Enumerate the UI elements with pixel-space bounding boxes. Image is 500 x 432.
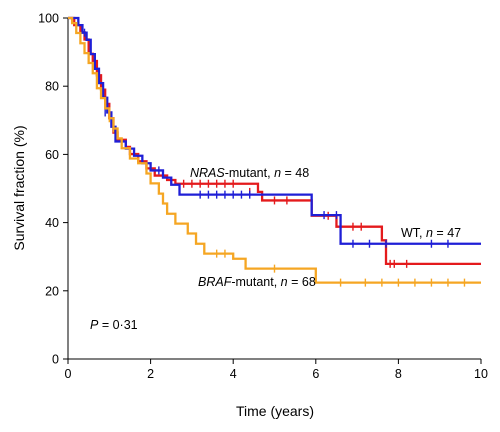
x-tick-label-10: 10	[474, 367, 488, 381]
series-braf	[68, 16, 481, 287]
series-wt	[68, 16, 481, 248]
wt-label: WT, n = 47	[401, 226, 461, 240]
x-tick-label-0: 0	[65, 367, 72, 381]
y-tick-label-80: 80	[45, 80, 59, 94]
p-value-label: P = 0·31	[90, 318, 138, 332]
x-tick-label-8: 8	[395, 367, 402, 381]
y-tick-label-40: 40	[45, 216, 59, 230]
axes	[67, 18, 481, 360]
x-axis-title: Time (years)	[236, 403, 314, 419]
y-tick-label-100: 100	[38, 12, 59, 26]
series-layer	[68, 16, 481, 287]
y-tick-label-20: 20	[45, 284, 59, 298]
x-tick-label-4: 4	[230, 367, 237, 381]
braf-label: BRAF-mutant, n = 68	[198, 275, 316, 289]
x-tick-label-2: 2	[147, 367, 154, 381]
y-axis-title: Survival fraction (%)	[11, 125, 27, 250]
nras-label: NRAS-mutant, n = 48	[190, 166, 309, 180]
y-tick-label-60: 60	[45, 148, 59, 162]
x-tick-label-6: 6	[312, 367, 319, 381]
y-tick-label-0: 0	[52, 353, 59, 367]
km-curve-wt	[68, 16, 481, 245]
km-curve-braf	[68, 16, 481, 284]
